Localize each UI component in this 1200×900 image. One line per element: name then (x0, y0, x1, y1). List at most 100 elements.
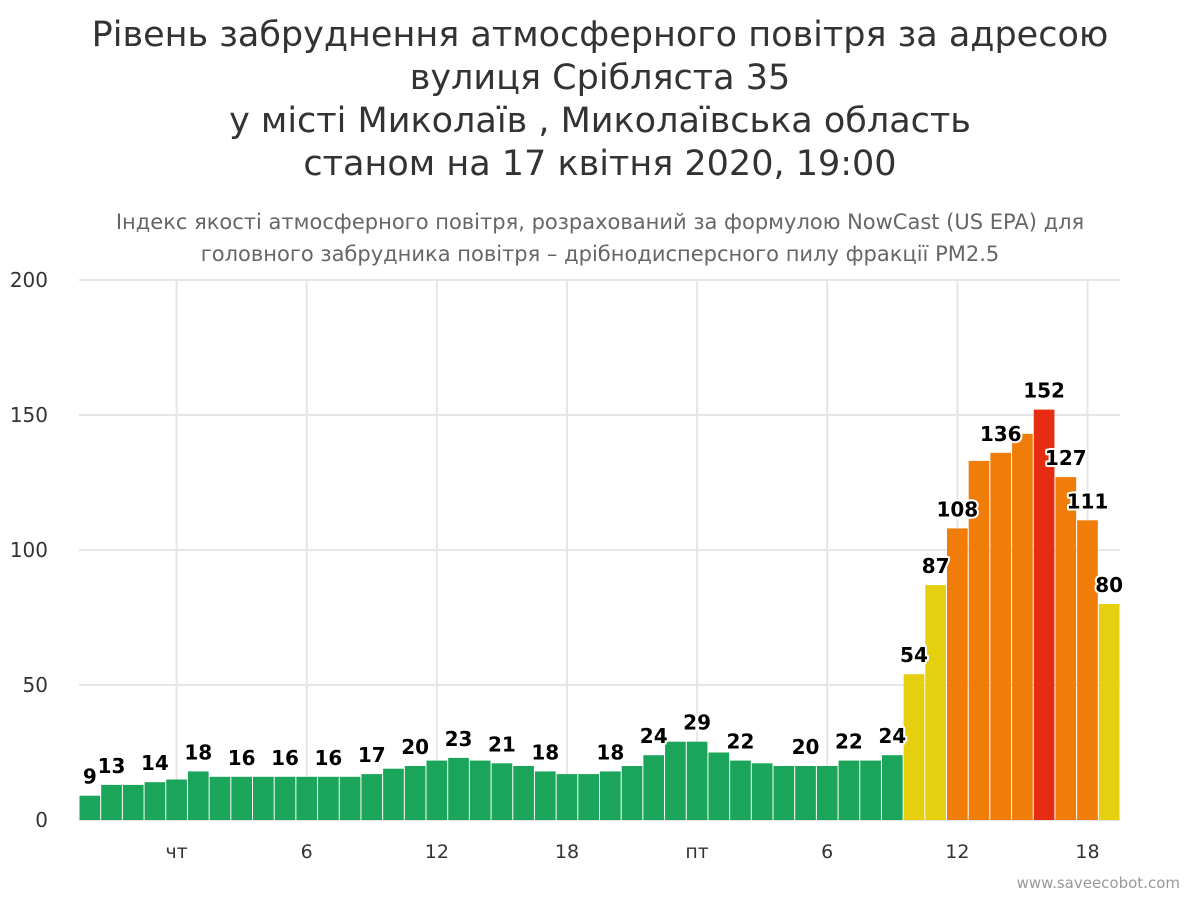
bar (968, 460, 990, 820)
bar (665, 741, 686, 820)
bar (947, 528, 968, 820)
data-label: 108 (936, 497, 978, 521)
x-tick-label: 6 (301, 841, 313, 863)
data-label: 18 (596, 740, 624, 764)
bar (621, 766, 643, 820)
chart-subtitle: Індекс якості атмосферного повітря, розр… (0, 206, 1200, 270)
credit-link[interactable]: www.saveecobot.com (1016, 874, 1180, 892)
bar (925, 585, 946, 820)
bar (1077, 520, 1098, 820)
bar (686, 741, 708, 820)
bar (1012, 433, 1033, 820)
bar (1055, 477, 1077, 820)
y-tick-label: 100 (10, 538, 48, 562)
title-line: у місті Миколаїв , Миколаївська область (229, 101, 971, 141)
data-label: 16 (228, 746, 256, 770)
data-label: 152 (1023, 379, 1065, 403)
title-line: вулиця Срібляста 35 (409, 58, 791, 98)
data-label: 9 (83, 765, 97, 789)
bar (816, 766, 838, 820)
bar (383, 768, 404, 820)
bar (144, 782, 166, 820)
bar (860, 760, 881, 820)
x-tick-label: пт (685, 841, 709, 863)
bar (643, 755, 665, 820)
bar (79, 795, 101, 820)
bar (903, 674, 925, 820)
data-label: 20 (792, 735, 820, 759)
data-label: 14 (141, 751, 169, 775)
data-label: 87 (922, 554, 950, 578)
y-tick-label: 150 (10, 403, 48, 427)
bar (166, 779, 187, 820)
data-label: 111 (1067, 489, 1109, 513)
data-label: 24 (640, 724, 668, 748)
data-label: 29 (683, 711, 711, 735)
y-tick-label: 200 (10, 268, 48, 292)
x-tick-label: 12 (945, 841, 969, 863)
data-labels: 9 13 14 18 16 16 16 17 20 23 21 18 18 24 29 22 20 22 24 54 8… (81, 377, 1125, 791)
bar (773, 766, 795, 820)
data-label: 18 (184, 740, 212, 764)
data-label: 17 (358, 743, 386, 767)
bar (730, 760, 751, 820)
title-line: станом на 17 квітня 2020, 19:00 (303, 144, 897, 184)
bar (469, 760, 491, 820)
data-label: 80 (1095, 573, 1123, 597)
bar (795, 766, 816, 820)
bar (101, 784, 122, 820)
data-label: 127 (1045, 446, 1087, 470)
bar (751, 763, 773, 820)
data-label: 24 (878, 724, 906, 748)
data-label: 20 (401, 735, 429, 759)
bar (990, 452, 1012, 820)
bar (426, 760, 448, 820)
bar (556, 774, 578, 820)
x-tick-label: чт (165, 841, 187, 863)
data-label: 22 (835, 730, 863, 754)
x-axis-ticks: чт 6 12 18 пт 6 12 18 (165, 841, 1099, 863)
bar (339, 776, 361, 820)
data-label: 16 (314, 746, 342, 770)
bar (448, 757, 469, 820)
x-tick-label: 18 (1075, 841, 1099, 863)
data-label: 13 (98, 754, 126, 778)
bar (253, 776, 274, 820)
subtitle-line: Індекс якості атмосферного повітря, розр… (115, 210, 1085, 234)
bar (513, 766, 534, 820)
x-tick-label: 6 (821, 841, 833, 863)
bar (491, 763, 513, 820)
y-axis-ticks: 0 50 100 150 200 (10, 268, 48, 832)
bar (1098, 604, 1120, 820)
bar (578, 774, 599, 820)
bar (209, 776, 231, 820)
bar (361, 774, 383, 820)
subtitle-line: головного забрудника повітря – дрібнодис… (200, 242, 1000, 266)
data-label: 16 (271, 746, 299, 770)
bar (708, 752, 730, 820)
data-label: 18 (531, 740, 559, 764)
x-tick-label: 12 (425, 841, 449, 863)
bar (122, 784, 144, 820)
y-tick-label: 50 (23, 673, 48, 697)
bar (881, 755, 903, 820)
bar (404, 766, 426, 820)
title-line: Рівень забруднення атмосферного повітря … (91, 15, 1109, 55)
bar (187, 771, 209, 820)
bar (296, 776, 318, 820)
x-tick-label: 18 (555, 841, 579, 863)
bar (274, 776, 296, 820)
bar (600, 771, 621, 820)
data-label: 22 (727, 730, 755, 754)
bars (79, 409, 1120, 820)
data-label: 21 (488, 732, 516, 756)
data-label: 136 (980, 422, 1022, 446)
bar (318, 776, 339, 820)
bar (1033, 409, 1055, 820)
bar (231, 776, 252, 820)
data-label: 23 (445, 727, 473, 751)
y-tick-label: 0 (35, 808, 48, 832)
chart-title: Рівень забруднення атмосферного повітря … (0, 14, 1200, 186)
bar (534, 771, 556, 820)
